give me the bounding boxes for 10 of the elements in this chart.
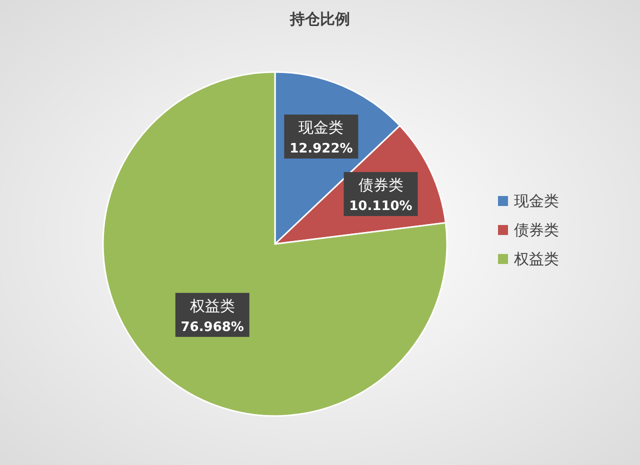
data-label: 10.110% [349, 199, 412, 214]
data-label: 76.968% [180, 320, 244, 335]
slice-label: 权益类 [513, 250, 559, 268]
slice-label: 债券类 [358, 176, 404, 194]
slice-label: 现金类 [298, 118, 344, 137]
legend-label: 现金类 [514, 192, 559, 210]
slice-label: 权益类 [188, 296, 235, 315]
chart-title: 持仓比例 [289, 10, 350, 28]
legend-label: 债券类 [514, 221, 559, 239]
data-label: 12.922% [290, 142, 353, 157]
